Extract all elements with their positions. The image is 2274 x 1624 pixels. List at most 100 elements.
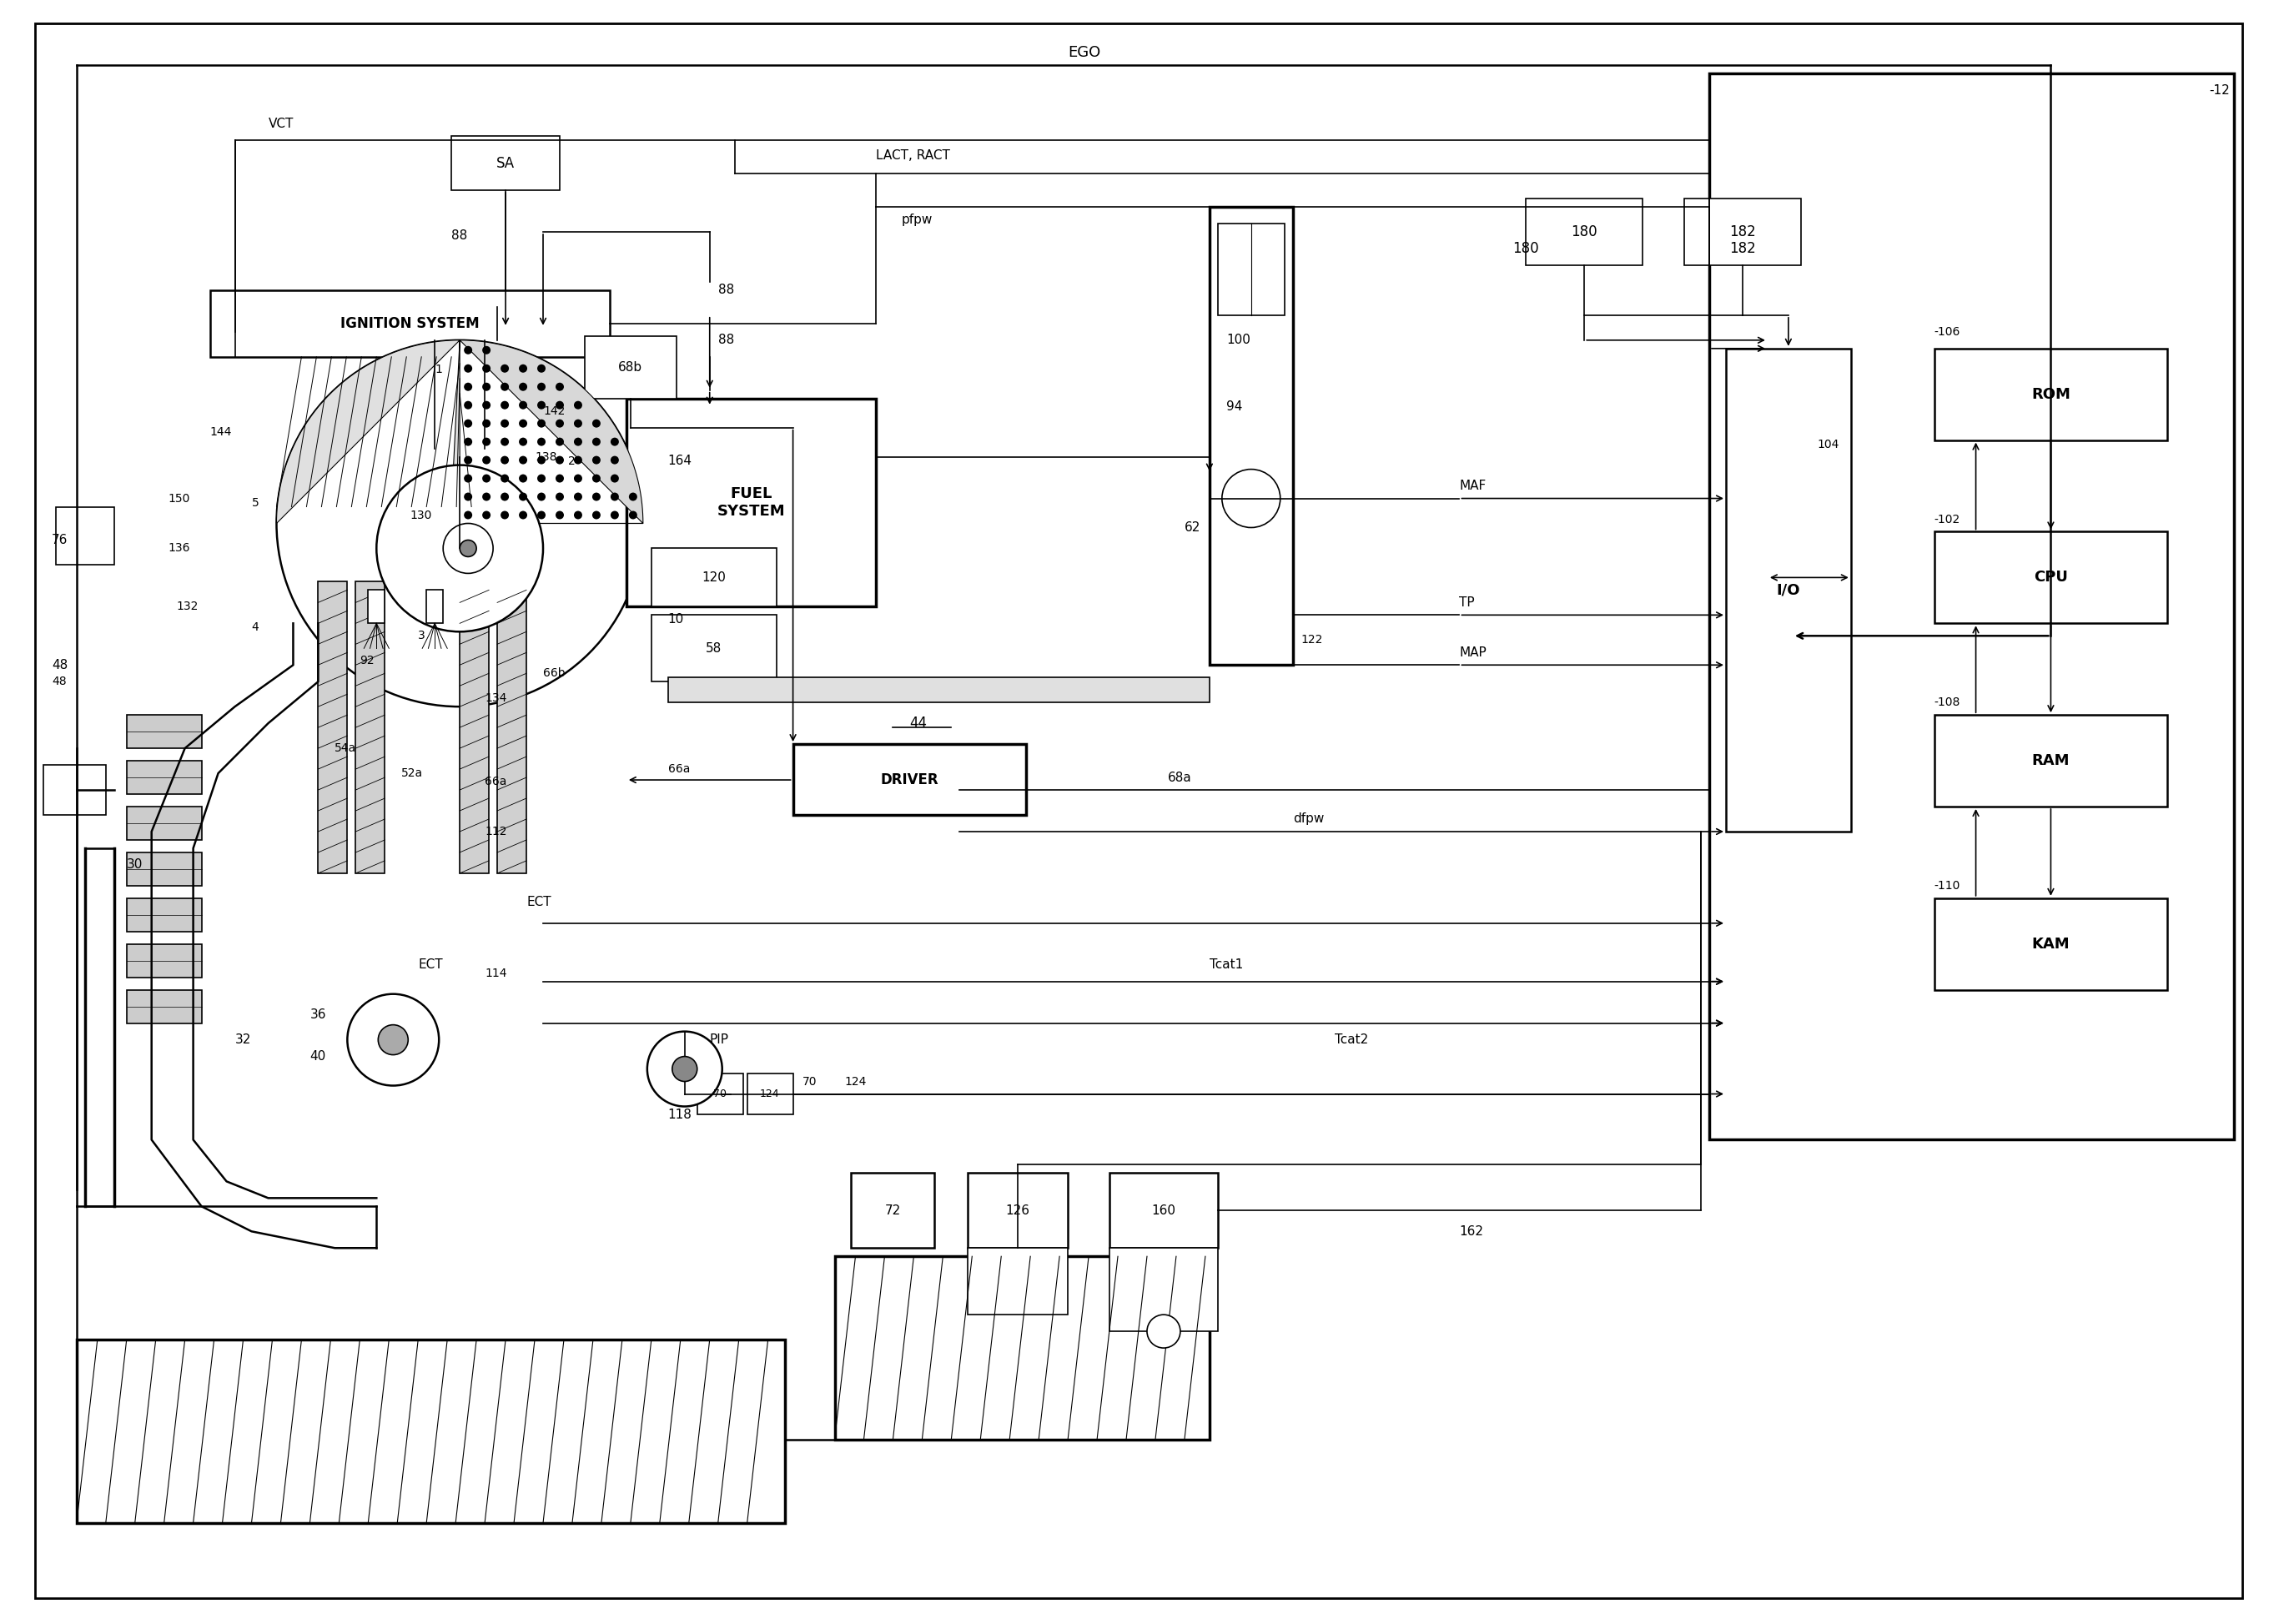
Text: 36: 36 — [309, 1009, 325, 1021]
Circle shape — [482, 456, 491, 464]
Circle shape — [555, 437, 564, 447]
Text: -106: -106 — [1935, 326, 1960, 338]
Bar — [1726, 349, 1851, 831]
Text: 134: 134 — [484, 692, 507, 705]
Circle shape — [537, 492, 546, 500]
Circle shape — [609, 512, 619, 520]
Circle shape — [500, 437, 509, 447]
Text: Tcat2: Tcat2 — [1335, 1033, 1369, 1046]
Text: 1: 1 — [434, 364, 441, 375]
Circle shape — [464, 437, 473, 447]
Circle shape — [464, 346, 473, 354]
Circle shape — [464, 419, 473, 427]
Circle shape — [555, 512, 564, 520]
Circle shape — [377, 464, 543, 632]
Circle shape — [555, 419, 564, 427]
Text: TP: TP — [1460, 596, 1476, 609]
Text: 124: 124 — [844, 1075, 866, 1088]
Circle shape — [537, 437, 546, 447]
Circle shape — [537, 383, 546, 391]
Text: PIP: PIP — [709, 1033, 730, 1046]
Text: -108: -108 — [1935, 697, 1960, 708]
Bar — [748, 1073, 794, 1114]
Text: 48: 48 — [52, 659, 68, 671]
Circle shape — [482, 383, 491, 391]
Bar — [584, 336, 675, 398]
Text: 76: 76 — [52, 534, 68, 546]
Circle shape — [518, 512, 528, 520]
Circle shape — [537, 419, 546, 427]
Circle shape — [500, 474, 509, 482]
Polygon shape — [277, 339, 459, 523]
Text: SA: SA — [496, 156, 514, 171]
Circle shape — [573, 512, 582, 520]
Circle shape — [573, 419, 582, 427]
Text: 10: 10 — [669, 612, 684, 625]
Circle shape — [573, 456, 582, 464]
Text: 68b: 68b — [619, 362, 644, 374]
Bar — [1935, 531, 2167, 624]
Text: 162: 162 — [1460, 1224, 1483, 1237]
Text: 68a: 68a — [1169, 771, 1192, 784]
Text: 112: 112 — [484, 825, 507, 838]
Bar — [368, 590, 384, 624]
Circle shape — [500, 401, 509, 409]
Bar — [453, 136, 559, 190]
Bar — [969, 1247, 1069, 1315]
Bar — [318, 581, 348, 874]
Circle shape — [518, 401, 528, 409]
Bar — [650, 549, 775, 607]
Text: 138: 138 — [534, 451, 557, 463]
Circle shape — [482, 492, 491, 500]
Bar — [1685, 198, 1801, 265]
Circle shape — [555, 474, 564, 482]
Circle shape — [518, 492, 528, 500]
Text: KAM: KAM — [2031, 937, 2069, 952]
Text: -110: -110 — [1935, 880, 1960, 892]
Text: 32: 32 — [234, 1033, 250, 1046]
Circle shape — [555, 456, 564, 464]
Text: 62: 62 — [1185, 521, 1201, 534]
Text: IGNITION SYSTEM: IGNITION SYSTEM — [341, 317, 480, 331]
Circle shape — [609, 437, 619, 447]
Text: 182: 182 — [1728, 224, 1756, 239]
Circle shape — [630, 492, 637, 500]
Bar — [650, 615, 775, 682]
Circle shape — [591, 437, 600, 447]
Circle shape — [609, 474, 619, 482]
Bar — [459, 581, 489, 874]
Bar — [77, 1340, 785, 1523]
Text: DRIVER: DRIVER — [880, 773, 939, 788]
Circle shape — [500, 492, 509, 500]
Circle shape — [573, 474, 582, 482]
Text: RAM: RAM — [2033, 754, 2069, 768]
Text: -102: -102 — [1935, 513, 1960, 525]
Bar — [835, 1257, 1210, 1439]
Circle shape — [537, 474, 546, 482]
Circle shape — [500, 512, 509, 520]
Text: 88: 88 — [719, 284, 735, 297]
Bar — [1110, 1247, 1219, 1332]
Bar — [127, 807, 202, 840]
Bar — [127, 853, 202, 885]
Text: ROM: ROM — [2031, 387, 2069, 401]
Text: 44: 44 — [910, 716, 928, 731]
Text: 114: 114 — [484, 968, 507, 979]
Text: 160: 160 — [1151, 1205, 1176, 1216]
Text: 94: 94 — [1226, 401, 1242, 412]
Text: dfpw: dfpw — [1294, 814, 1323, 825]
Circle shape — [518, 364, 528, 372]
Text: 124: 124 — [760, 1088, 780, 1099]
Circle shape — [464, 456, 473, 464]
Text: 92: 92 — [359, 654, 375, 667]
Circle shape — [443, 523, 493, 573]
Bar — [1219, 224, 1285, 315]
Text: FUEL
SYSTEM: FUEL SYSTEM — [716, 487, 785, 518]
Circle shape — [555, 492, 564, 500]
Text: 2: 2 — [568, 455, 575, 466]
Text: 58: 58 — [705, 641, 721, 654]
Circle shape — [464, 492, 473, 500]
Circle shape — [277, 339, 644, 706]
Bar — [850, 1173, 935, 1247]
Bar — [1935, 898, 2167, 989]
